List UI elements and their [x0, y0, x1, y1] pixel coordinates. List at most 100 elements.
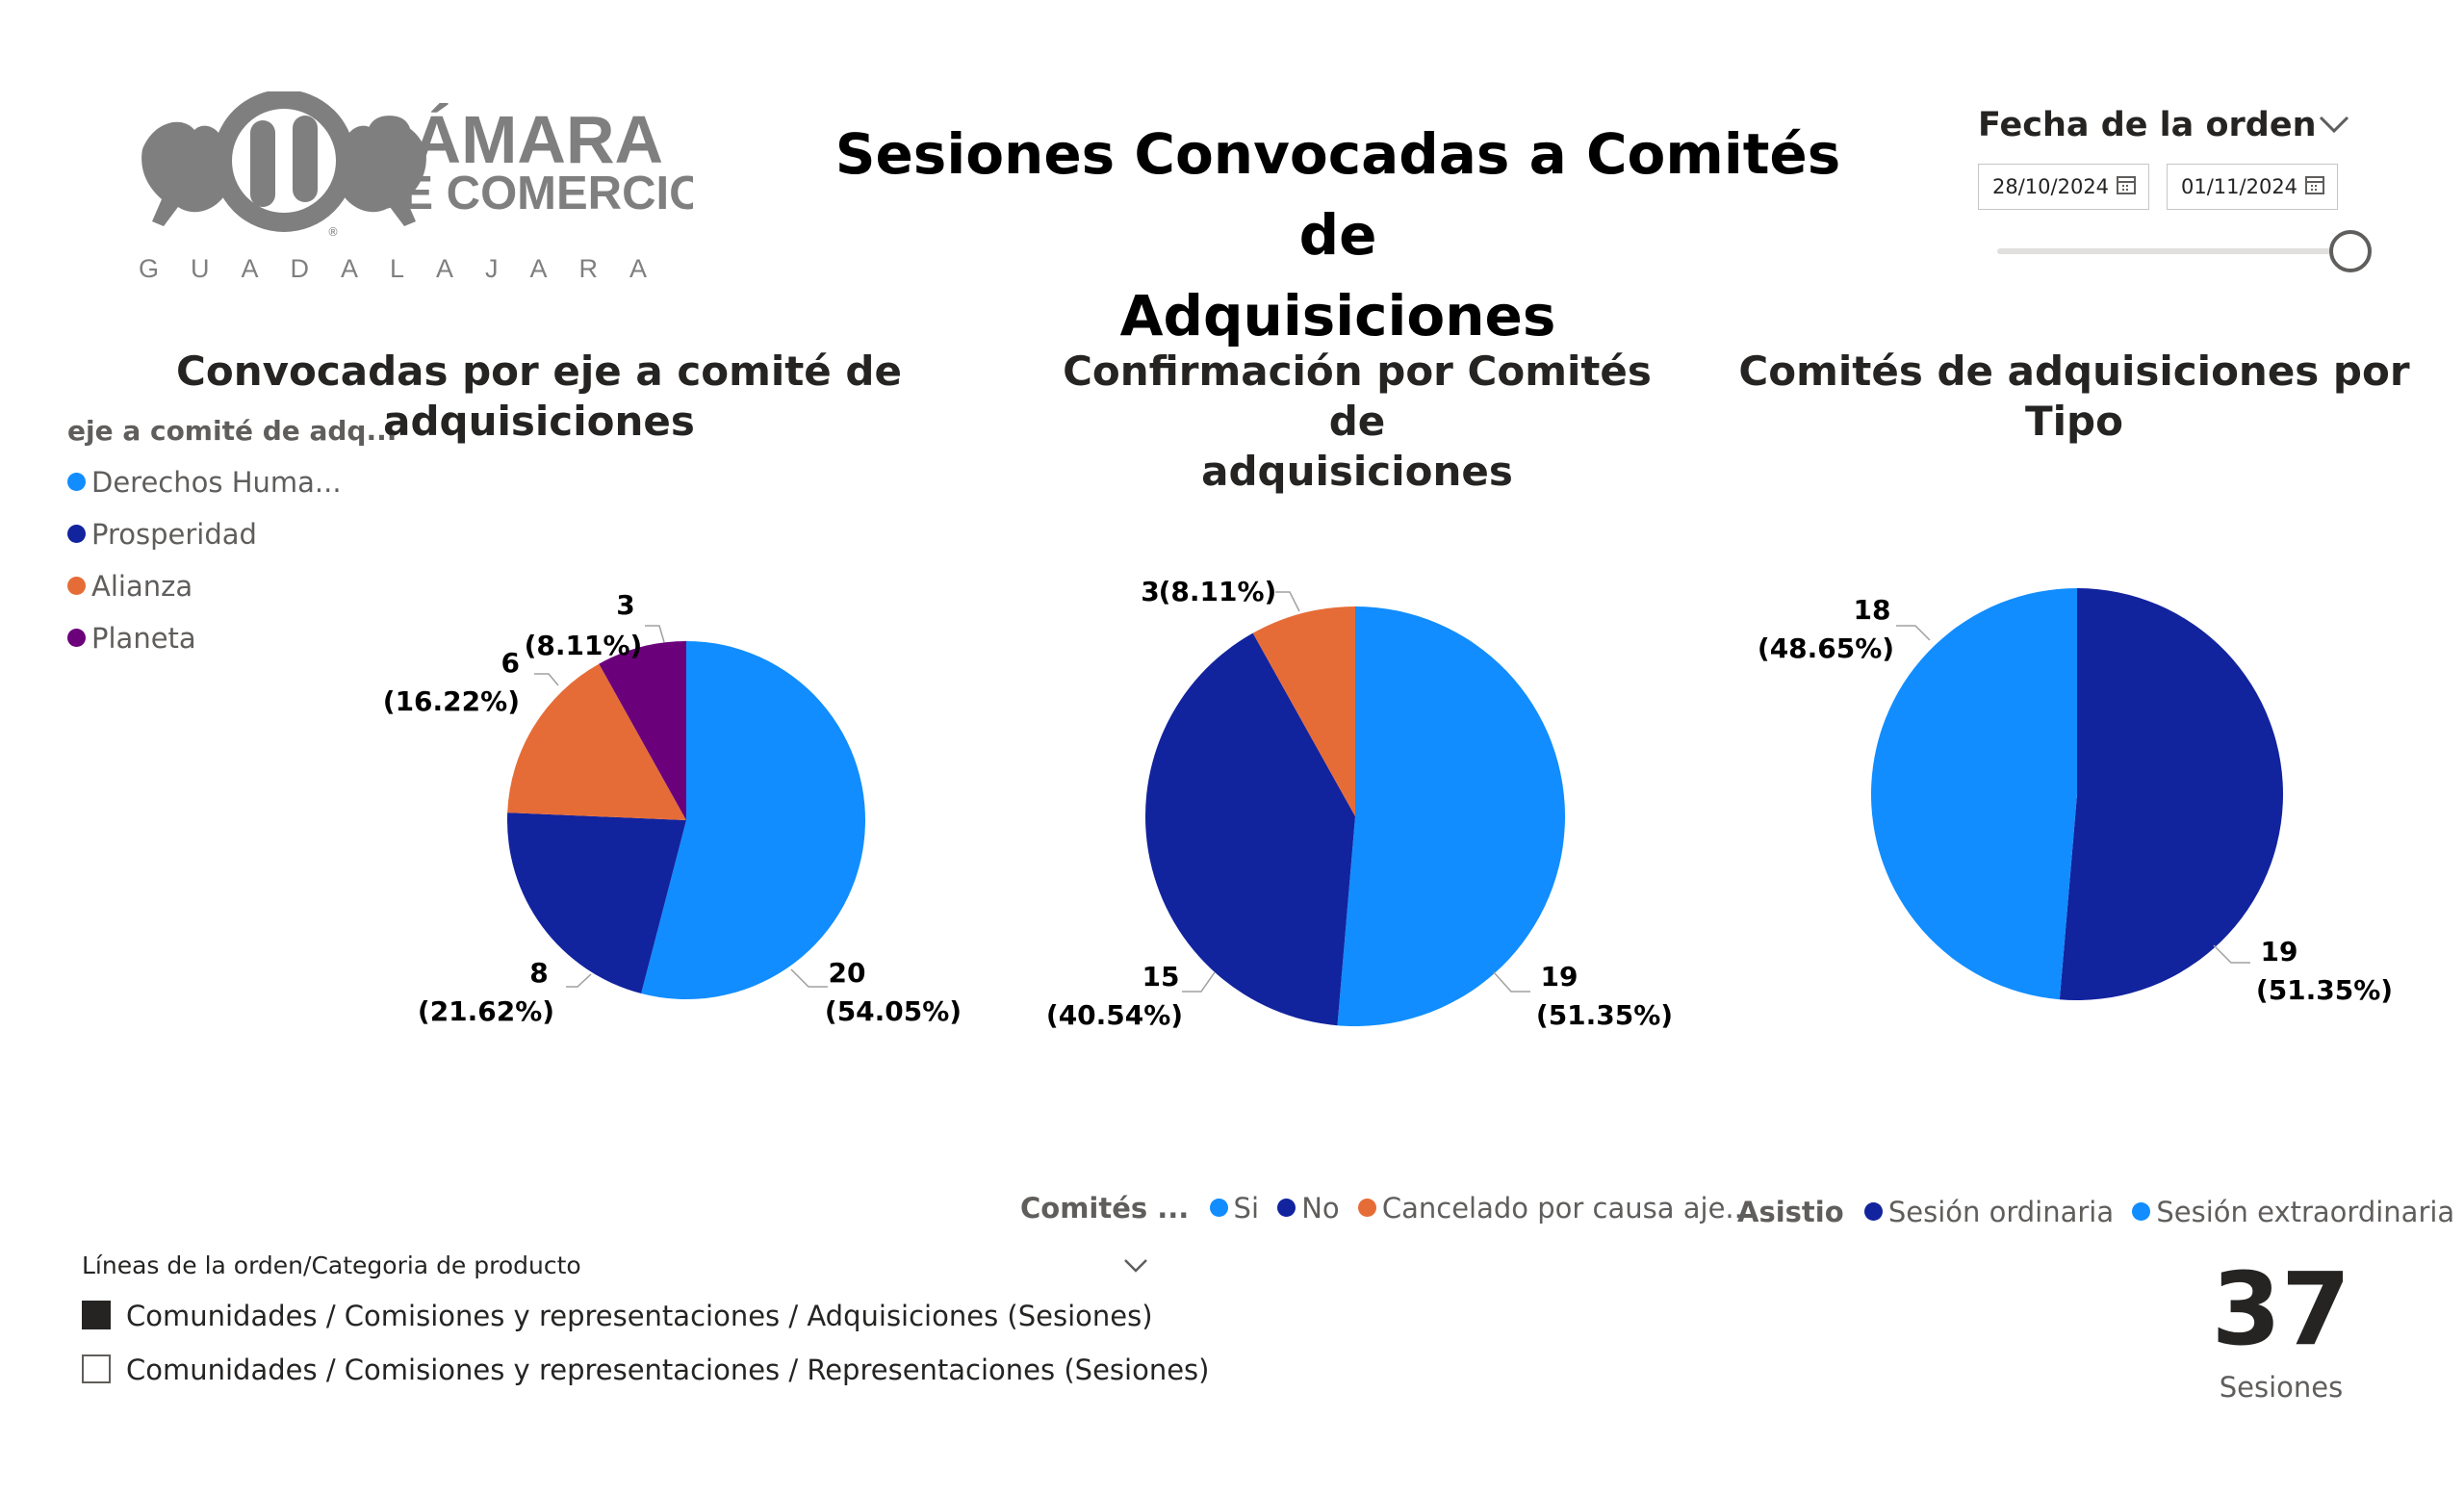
calendar-icon[interactable] [2304, 174, 2325, 195]
chevron-down-icon[interactable] [2315, 110, 2353, 139]
chart1-title: Convocadas por eje a comité de adquisici… [176, 348, 902, 445]
chart3-title: Comités de adquisiciones por Tipo [1738, 348, 2410, 445]
legend-item[interactable]: Si [1209, 1192, 1259, 1225]
pie2-value-label-0: 19 [1541, 961, 1578, 993]
pie1-value-label-3: 3 [616, 589, 634, 621]
pie1-percent-label-0: (54.05%) [825, 995, 962, 1027]
chart3-legend-title: Asistio [1737, 1196, 1844, 1228]
legend-item[interactable]: Planeta [67, 612, 397, 664]
legend-label: No [1301, 1192, 1340, 1225]
page-title: Sesiones Convocadas a Comités de Adquisic… [808, 114, 1867, 356]
legend-label: Si [1233, 1192, 1259, 1225]
pie1-slice-3[interactable] [599, 641, 686, 820]
checkbox-checked[interactable] [82, 1301, 111, 1329]
legend-item[interactable]: Cancelado por causa aje... [1357, 1192, 1753, 1225]
kpi-value: 37 [2211, 1251, 2351, 1368]
legend-item[interactable]: No [1277, 1192, 1340, 1225]
legend-label: Cancelado por causa aje... [1381, 1192, 1753, 1225]
pie2-leader-line-1 [1182, 971, 1216, 993]
legend-dot [67, 628, 86, 647]
date-end-input[interactable]: 01/11/2024 [2167, 164, 2338, 210]
date-end-value: 01/11/2024 [2181, 175, 2298, 198]
pie3-percent-label-1: (48.65%) [1758, 632, 1894, 664]
legend-dot [2132, 1201, 2151, 1221]
date-slider-track[interactable] [1997, 248, 2344, 254]
date-slicer: Fecha de la orden 28/10/2024 01/11/2024 [1978, 106, 2372, 289]
legend-dot [67, 576, 86, 595]
pie1-leader-line-3 [645, 625, 665, 643]
legend-item[interactable]: Sesión ordinaria [1863, 1196, 2115, 1228]
kpi-label: Sesiones [2219, 1371, 2344, 1404]
date-slider-handle[interactable] [2329, 230, 2372, 272]
category-slicer: Líneas de la orden/Categoria de producto… [82, 1251, 1209, 1406]
pie3-leader-line-0 [2213, 944, 2250, 964]
pie1-leader-line-1 [566, 973, 592, 988]
legend-label: Alianza [91, 570, 193, 603]
category-item[interactable]: Comunidades / Comisiones y representacio… [82, 1300, 1153, 1332]
pie3-leader-line-1 [1896, 625, 1931, 641]
logo-line2: DE COMERCIO [368, 168, 693, 219]
left-lion-icon [141, 121, 223, 226]
date-slicer-title: Fecha de la orden [1978, 106, 2317, 144]
logo-city: GUADALAJARA [139, 254, 679, 283]
pie1-percent-label-3: (8.11%) [525, 630, 643, 661]
chart3-legend: Asistio Sesión ordinaria Sesión extraord… [1737, 1196, 2464, 1228]
date-start-value: 28/10/2024 [1992, 175, 2110, 198]
pie1-slice-1[interactable] [507, 812, 686, 993]
pie2-slice-2[interactable] [1252, 606, 1355, 816]
pie3-slice-0[interactable] [2059, 588, 2284, 1000]
logo-line1: CÁMARA [364, 102, 663, 177]
pie2-leader-line-0 [1493, 971, 1530, 993]
category-item-label: Comunidades / Comisiones y representacio… [126, 1354, 1210, 1386]
legend-label: Prosperidad [91, 518, 257, 551]
date-start-input[interactable]: 28/10/2024 [1978, 164, 2149, 210]
checkbox-unchecked[interactable] [82, 1354, 111, 1383]
pie1-leader-line-2 [534, 673, 559, 686]
category-item[interactable]: Comunidades / Comisiones y representacio… [82, 1354, 1209, 1386]
chart2-title: Confirmación por Comités de adquisiciones [1040, 347, 1675, 497]
pie3-percent-label-0: (51.35%) [2256, 974, 2393, 1006]
legend-item[interactable]: Prosperidad [67, 508, 397, 560]
chart2-legend-title: Comités ... [1020, 1192, 1190, 1225]
pie1-value-label-0: 20 [829, 957, 866, 989]
legend-label: Sesión extraordinaria [2156, 1196, 2455, 1228]
chart2-title-line1: Confirmación por Comités de [1063, 348, 1652, 445]
pie2-percent-label-0: (51.35%) [1536, 999, 1673, 1031]
pie1-value-label-2: 6 [501, 647, 520, 679]
legend-label: Derechos Huma... [91, 466, 342, 499]
chart2-legend: Comités ... Si No Cancelado por causa aj… [1020, 1192, 1761, 1225]
legend-item[interactable]: Sesión extraordinaria [2132, 1196, 2454, 1228]
legend-dot [67, 524, 86, 543]
pie2-slice-1[interactable] [1145, 632, 1355, 1026]
chart1-legend: eje a comité de adq... Derechos Huma... … [67, 414, 397, 664]
legend-item[interactable]: Derechos Huma... [67, 456, 397, 508]
category-item-label: Comunidades / Comisiones y representacio… [126, 1300, 1153, 1332]
pie3-slice-1[interactable] [1871, 588, 2077, 1000]
pie1-slice-0[interactable] [641, 641, 866, 999]
chevron-down-icon[interactable] [1121, 1255, 1150, 1277]
chart1-legend-title: eje a comité de adq... [67, 415, 398, 447]
legend-dot [1277, 1198, 1296, 1217]
company-logo: ® CÁMARA DE COMERCIO GUADALAJARA [135, 91, 693, 298]
logo-registered: ® [327, 225, 339, 239]
pie1-slice-2[interactable] [507, 663, 686, 820]
legend-item[interactable]: Alianza [67, 560, 397, 612]
pie2-value-label-1: 15 [1142, 961, 1180, 993]
pie2-slice-0[interactable] [1337, 606, 1566, 1026]
pie1-value-label-1: 8 [529, 957, 548, 989]
pie1-percent-label-2: (16.22%) [383, 685, 520, 717]
page-title-line2: Adquisiciones [1119, 283, 1556, 348]
legend-dot [1357, 1198, 1376, 1217]
calendar-icon[interactable] [2116, 174, 2137, 195]
pie3-value-label-1: 18 [1854, 594, 1891, 626]
legend-label: Sesión ordinaria [1887, 1196, 2115, 1228]
legend-dot [1209, 1198, 1228, 1217]
category-slicer-title: Líneas de la orden/Categoria de producto [82, 1251, 581, 1279]
kpi-card: 37 Sesiones [2118, 1251, 2445, 1404]
pie2-percent-label-2: (8.11%) [1159, 576, 1277, 607]
legend-dot [67, 472, 86, 491]
page-title-line1: Sesiones Convocadas a Comités de [834, 121, 1841, 268]
pie1-leader-line-0 [790, 968, 828, 988]
pie1-percent-label-1: (21.62%) [418, 995, 554, 1027]
